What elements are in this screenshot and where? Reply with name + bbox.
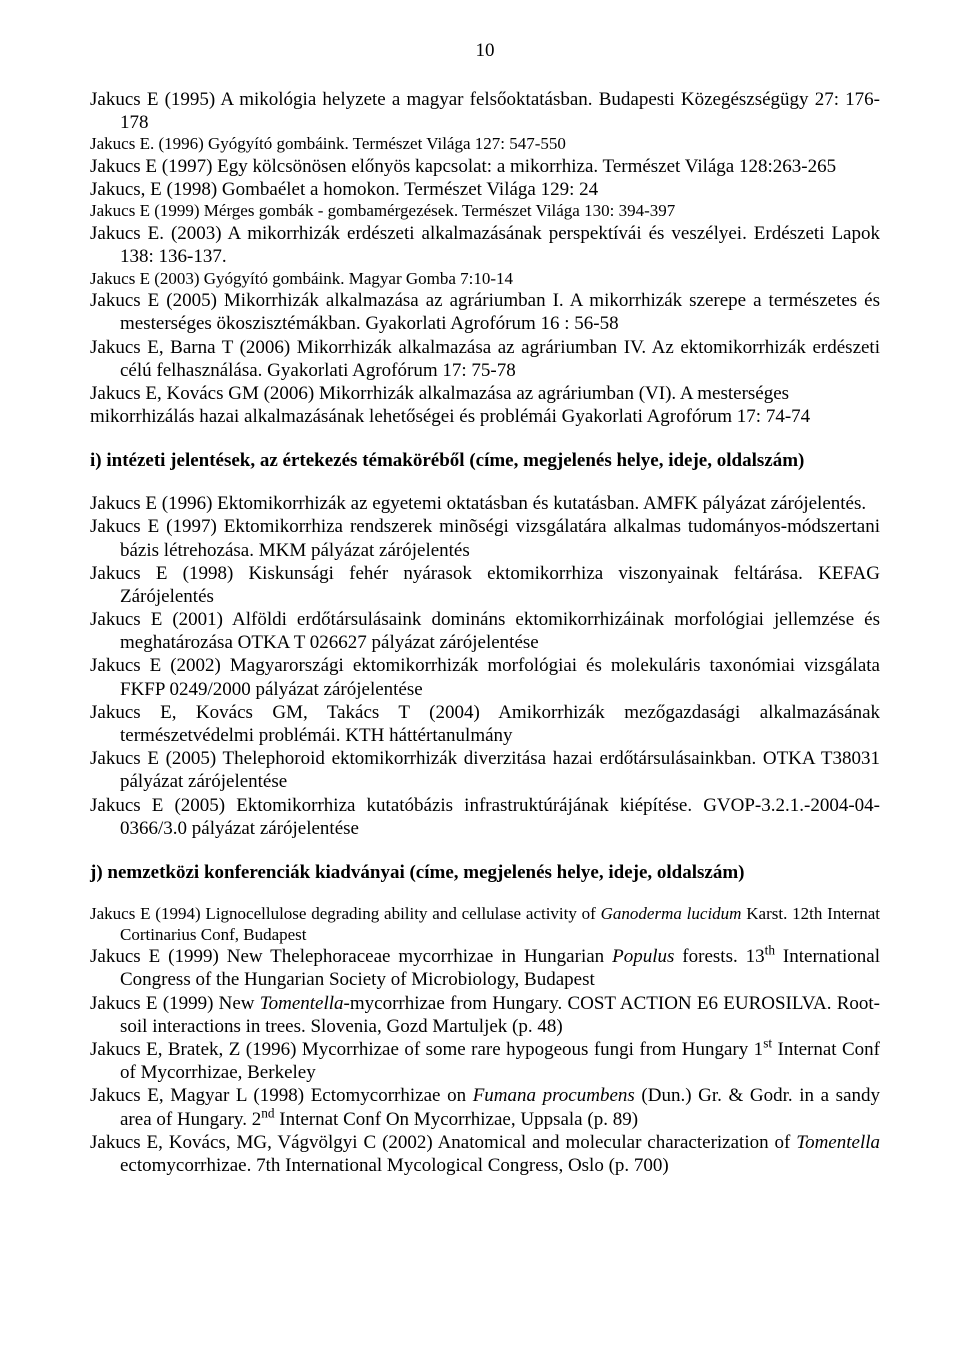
ref-text: Jakucs E, Bratek, Z (1996) Mycorrhizae o… — [90, 1039, 763, 1060]
ref-text: Jakucs E (1999) New Thelephoraceae mycor… — [90, 946, 612, 967]
italic-term: Fumana procumbens — [473, 1085, 635, 1106]
ref-entry: Jakucs E. (2003) A mikorrhizák erdészeti… — [90, 222, 880, 268]
ref-entry: Jakucs E, Kovács, MG, Vágvölgyi C (2002)… — [90, 1131, 880, 1177]
ref-text: forests. 13 — [674, 946, 764, 967]
ref-text: Jakucs E, Magyar L (1998) Ectomycorrhiza… — [90, 1085, 473, 1106]
ref-entry: Jakucs E (1999) New Tomentella-mycorrhiz… — [90, 992, 880, 1038]
ref-entry: mikorrhizálás hazai alkalmazásának lehet… — [90, 405, 880, 428]
ref-entry: Jakucs E (2002) Magyarországi ektomikorr… — [90, 654, 880, 700]
section-heading-i: i) intézeti jelentések, az értekezés tém… — [90, 450, 880, 472]
ref-entry: Jakucs, E (1998) Gombaélet a homokon. Te… — [90, 178, 880, 201]
ref-entry: Jakucs E. (1996) Gyógyító gombáink. Term… — [90, 134, 880, 155]
italic-term: Tomentella — [796, 1132, 880, 1153]
ref-entry: Jakucs E, Kovács GM, Takács T (2004) Ami… — [90, 701, 880, 747]
italic-term: Tomentella — [260, 993, 344, 1014]
ref-entry: Jakucs E, Kovács GM (2006) Mikorrhizák a… — [90, 382, 880, 405]
ref-entry: Jakucs E (2005) Thelephoroid ektomikorrh… — [90, 747, 880, 793]
ref-entry: Jakucs E (1994) Lignocellulose degrading… — [90, 904, 880, 945]
italic-term: Populus — [612, 946, 674, 967]
page-number: 10 — [90, 40, 880, 62]
ref-text: Internat Conf On Mycorrhizae, Uppsala (p… — [275, 1109, 639, 1130]
ref-entry: Jakucs E (1999) Mérges gombák - gombamér… — [90, 201, 880, 222]
ref-entry: Jakucs E, Bratek, Z (1996) Mycorrhizae o… — [90, 1038, 880, 1084]
ref-entry: Jakucs E (1998) Kiskunsági fehér nyáraso… — [90, 562, 880, 608]
ref-text: Jakucs E (1999) New — [90, 993, 260, 1014]
ref-entry: Jakucs E (1995) A mikológia helyzete a m… — [90, 88, 880, 134]
ref-entry: Jakucs E (1997) Egy kölcsönösen előnyös … — [90, 155, 880, 178]
superscript: st — [763, 1036, 772, 1051]
page-container: 10 Jakucs E (1995) A mikológia helyzete … — [0, 0, 960, 1237]
ref-entry: Jakucs E (2003) Gyógyító gombáink. Magya… — [90, 269, 880, 290]
ref-entry: Jakucs E, Magyar L (1998) Ectomycorrhiza… — [90, 1084, 880, 1130]
superscript: th — [765, 943, 775, 958]
ref-entry: Jakucs E (1997) Ektomikorrhiza rendszere… — [90, 515, 880, 561]
ref-entry: Jakucs E (2005) Mikorrhizák alkalmazása … — [90, 289, 880, 335]
ref-entry: Jakucs E (2001) Alföldi erdőtársulásaink… — [90, 608, 880, 654]
ref-text: Jakucs E (1994) Lignocellulose degrading… — [90, 904, 601, 923]
ref-entry: Jakucs E (2005) Ektomikorrhiza kutatóbáz… — [90, 794, 880, 840]
italic-term: Ganoderma lucidum — [601, 904, 742, 923]
ref-entry: Jakucs E (1999) New Thelephoraceae mycor… — [90, 945, 880, 991]
ref-text: Jakucs E, Kovács, MG, Vágvölgyi C (2002)… — [90, 1132, 796, 1153]
ref-text: ectomycorrhizae. 7th International Mycol… — [120, 1155, 669, 1176]
superscript: nd — [261, 1105, 274, 1120]
ref-entry: Jakucs E, Barna T (2006) Mikorrhizák alk… — [90, 336, 880, 382]
ref-entry: Jakucs E (1996) Ektomikorrhizák az egyet… — [90, 492, 880, 515]
section-heading-j: j) nemzetközi konferenciák kiadványai (c… — [90, 862, 880, 884]
